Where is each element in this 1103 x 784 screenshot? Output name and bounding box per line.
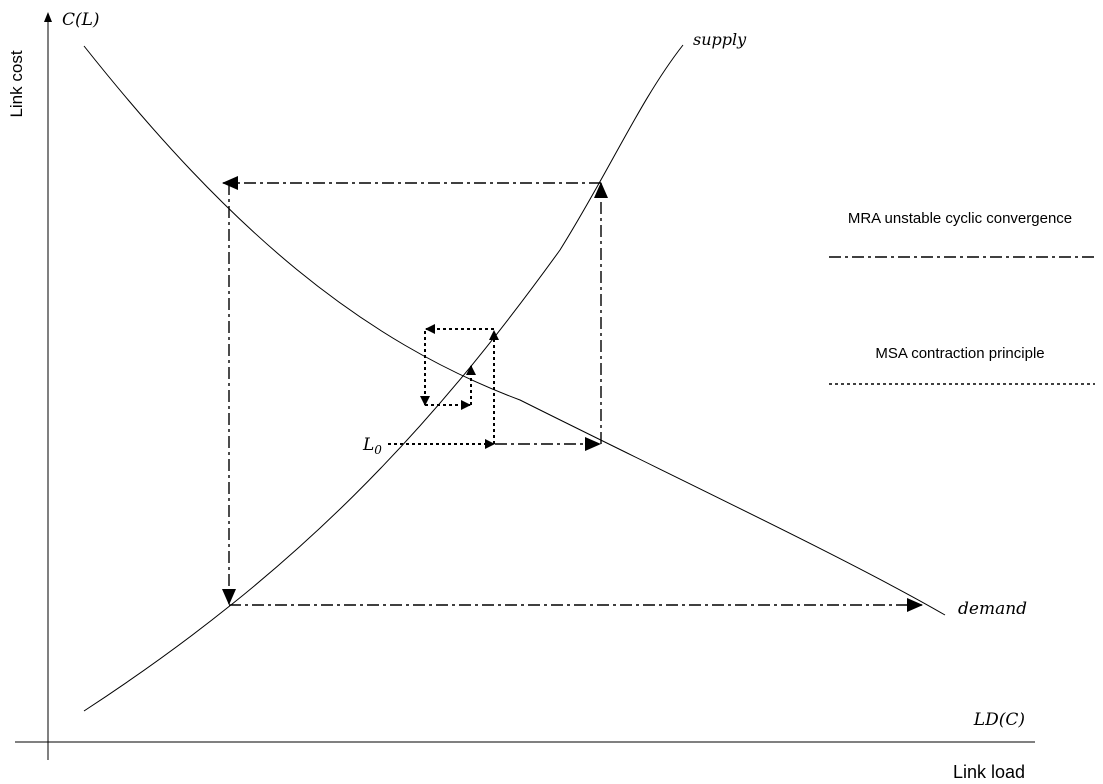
y-axis-arrowhead <box>44 12 52 22</box>
y-axis-title: Link cost <box>7 50 26 117</box>
start-point-label: L0 <box>362 435 382 457</box>
x-axis-symbol: LD(C) <box>973 710 1025 730</box>
supply-curve <box>83 44 684 712</box>
x-axis-title: Link load <box>953 762 1025 782</box>
demand-label: demand <box>958 599 1027 619</box>
legend-msa-label: MSA contraction principle <box>875 345 1044 362</box>
demand-curve <box>83 45 946 616</box>
mra-path <box>222 176 923 612</box>
msa-path <box>388 324 499 449</box>
supply-label: supply <box>693 30 747 49</box>
legend: MRA unstable cyclic convergence MSA cont… <box>829 210 1095 385</box>
y-axis-symbol: C(L) <box>62 10 100 30</box>
legend-mra-label: MRA unstable cyclic convergence <box>848 210 1072 227</box>
